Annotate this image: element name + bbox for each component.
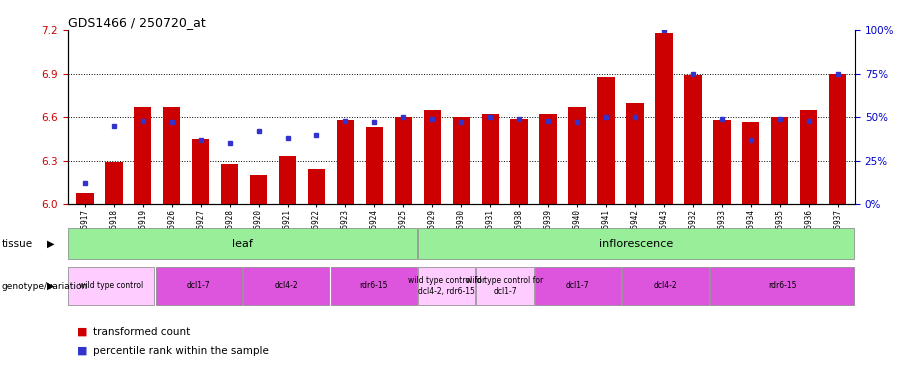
Bar bbox=[365, 128, 383, 204]
Bar bbox=[418, 228, 854, 259]
Bar bbox=[710, 267, 854, 305]
Bar bbox=[622, 267, 708, 305]
Text: inflorescence: inflorescence bbox=[599, 238, 673, 249]
Bar bbox=[163, 107, 180, 204]
Text: GDS1466 / 250720_at: GDS1466 / 250720_at bbox=[68, 16, 205, 29]
Text: ■: ■ bbox=[76, 346, 87, 355]
Text: wild type control for
dcl1-7: wild type control for dcl1-7 bbox=[466, 276, 544, 296]
Bar bbox=[105, 162, 122, 204]
Text: rdr6-15: rdr6-15 bbox=[768, 281, 796, 290]
Text: transformed count: transformed count bbox=[93, 327, 190, 337]
Text: dcl1-7: dcl1-7 bbox=[566, 281, 590, 290]
Bar bbox=[771, 117, 788, 204]
Text: ▶: ▶ bbox=[47, 239, 54, 249]
Bar bbox=[684, 75, 702, 204]
Bar bbox=[68, 228, 417, 259]
Bar bbox=[510, 118, 527, 204]
Text: dcl4-2: dcl4-2 bbox=[274, 281, 298, 290]
Bar bbox=[713, 120, 731, 204]
Bar bbox=[395, 117, 412, 204]
Text: ■: ■ bbox=[76, 327, 87, 337]
Bar bbox=[829, 74, 846, 204]
Bar bbox=[308, 170, 325, 204]
Bar bbox=[453, 117, 470, 204]
Bar bbox=[418, 267, 475, 305]
Text: leaf: leaf bbox=[232, 238, 253, 249]
Bar bbox=[243, 267, 329, 305]
Bar bbox=[655, 33, 672, 204]
Text: rdr6-15: rdr6-15 bbox=[359, 281, 388, 290]
Bar bbox=[598, 76, 615, 204]
Bar bbox=[156, 267, 242, 305]
Bar bbox=[424, 110, 441, 204]
Bar bbox=[476, 267, 534, 305]
Text: genotype/variation: genotype/variation bbox=[2, 282, 88, 291]
Bar bbox=[482, 114, 499, 204]
Text: dcl1-7: dcl1-7 bbox=[187, 281, 211, 290]
Bar bbox=[134, 107, 151, 204]
Bar bbox=[68, 267, 155, 305]
Bar bbox=[330, 267, 417, 305]
Bar bbox=[569, 107, 586, 204]
Bar bbox=[742, 122, 760, 204]
Bar bbox=[337, 120, 354, 204]
Bar bbox=[800, 110, 817, 204]
Bar bbox=[250, 176, 267, 204]
Bar bbox=[192, 139, 210, 204]
Text: wild type control for
dcl4-2, rdr6-15: wild type control for dcl4-2, rdr6-15 bbox=[408, 276, 485, 296]
Bar bbox=[626, 103, 644, 204]
Text: percentile rank within the sample: percentile rank within the sample bbox=[93, 346, 268, 355]
Bar bbox=[220, 164, 238, 204]
Text: tissue: tissue bbox=[2, 239, 33, 249]
Text: wild type control: wild type control bbox=[79, 281, 143, 290]
Bar bbox=[539, 114, 557, 204]
Bar bbox=[535, 267, 621, 305]
Text: dcl4-2: dcl4-2 bbox=[653, 281, 677, 290]
Bar bbox=[76, 193, 94, 204]
Bar bbox=[279, 156, 296, 204]
Text: ▶: ▶ bbox=[47, 281, 54, 291]
